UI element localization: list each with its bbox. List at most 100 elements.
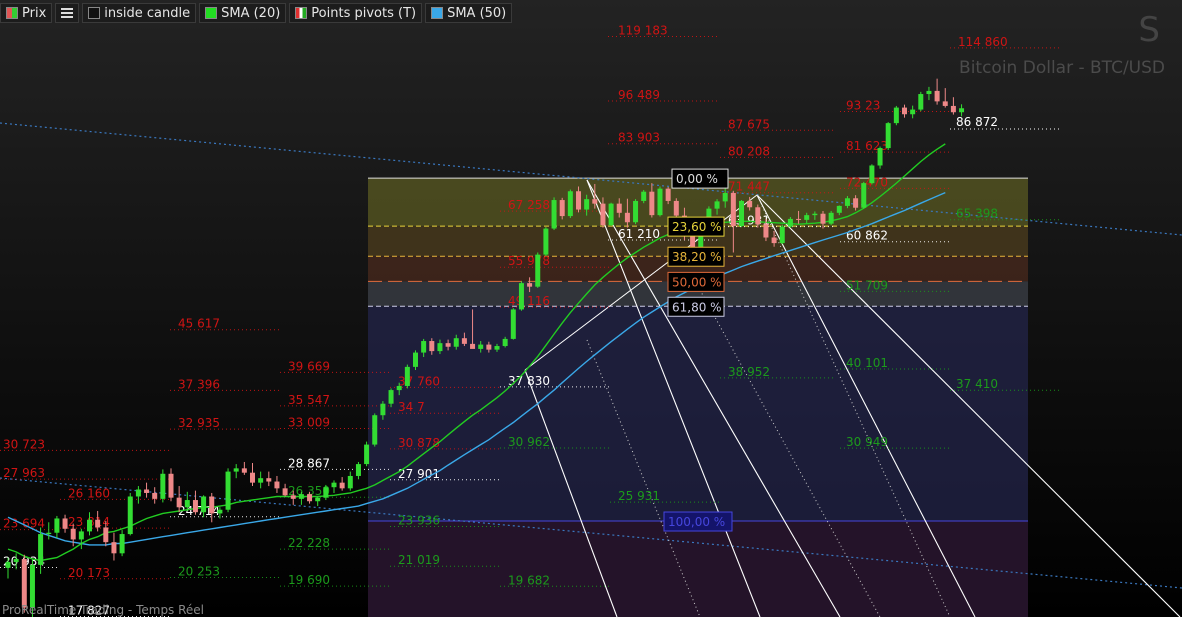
candle-body bbox=[877, 148, 883, 166]
candle-body bbox=[372, 415, 378, 445]
candle bbox=[429, 338, 435, 355]
candle-body bbox=[470, 343, 476, 349]
candle-body bbox=[453, 338, 459, 347]
candle-body bbox=[869, 165, 875, 184]
pivot-label: 17 114 bbox=[398, 616, 440, 617]
legend-price[interactable]: Prix bbox=[0, 3, 53, 23]
pivot-label: 32 935 bbox=[178, 416, 220, 430]
candle-body bbox=[250, 472, 255, 483]
candle bbox=[828, 210, 834, 226]
pivot-label: 34 7 bbox=[398, 400, 425, 414]
candle bbox=[160, 469, 166, 503]
candle bbox=[714, 199, 720, 215]
pivot-label: 28 867 bbox=[288, 456, 330, 470]
candles bbox=[5, 78, 965, 617]
candle-body bbox=[836, 205, 842, 213]
pivot-label: 33 009 bbox=[288, 415, 330, 429]
fib-label-text: 61,80 % bbox=[672, 300, 722, 314]
candle bbox=[747, 196, 753, 211]
candle-body bbox=[355, 464, 361, 476]
candle bbox=[559, 197, 565, 220]
candle-body bbox=[461, 338, 467, 344]
candle bbox=[592, 183, 598, 209]
candle-body bbox=[616, 203, 622, 213]
candle-body bbox=[518, 283, 524, 310]
candle-body bbox=[714, 201, 720, 209]
candle bbox=[111, 532, 117, 561]
candle-body bbox=[608, 203, 614, 226]
candle bbox=[787, 217, 793, 229]
candle-body bbox=[290, 495, 296, 499]
candle bbox=[396, 382, 402, 396]
legend-sma20[interactable]: SMA (20) bbox=[199, 3, 287, 23]
candle bbox=[209, 492, 215, 523]
candle bbox=[567, 189, 573, 218]
candle bbox=[78, 528, 84, 550]
candle bbox=[649, 183, 655, 218]
pivot-label: 26 160 bbox=[68, 486, 110, 500]
candle-body bbox=[902, 107, 907, 115]
list-menu-icon bbox=[61, 6, 74, 20]
pivot-label: 19 690 bbox=[288, 573, 330, 587]
candle-body bbox=[926, 90, 932, 95]
sma20-swatch-icon bbox=[205, 7, 218, 19]
candle bbox=[624, 198, 630, 228]
pivot-label: 96 489 bbox=[618, 88, 660, 102]
pivot-label: 37 760 bbox=[398, 374, 440, 388]
candle-body bbox=[437, 343, 443, 352]
pivot-label: 38 952 bbox=[728, 365, 770, 379]
candle bbox=[95, 510, 101, 532]
candle bbox=[771, 231, 777, 247]
candle-body bbox=[959, 108, 965, 113]
candle-body bbox=[364, 444, 370, 465]
candle-body bbox=[698, 230, 704, 252]
candle-body bbox=[119, 534, 125, 554]
candle-body bbox=[657, 188, 663, 216]
candle-body bbox=[95, 519, 101, 528]
fan-line bbox=[756, 194, 976, 617]
candle-body bbox=[87, 519, 92, 532]
candle bbox=[502, 336, 508, 348]
fib-label: 50,00 % bbox=[667, 271, 725, 292]
legend-pivots[interactable]: Points pivots (T) bbox=[289, 3, 423, 23]
candle bbox=[144, 482, 150, 498]
fib-label-text: 23,60 % bbox=[672, 220, 722, 234]
fib-label-box bbox=[667, 296, 725, 317]
pivot-label: 51 709 bbox=[846, 278, 888, 292]
candle-body bbox=[510, 309, 516, 339]
candle-body bbox=[217, 509, 223, 514]
candle bbox=[844, 196, 850, 209]
candle bbox=[673, 198, 679, 220]
fib-label: 61,80 % bbox=[667, 296, 725, 317]
candle bbox=[192, 490, 198, 515]
legend-sma50[interactable]: SMA (50) bbox=[425, 3, 513, 23]
candle bbox=[453, 334, 459, 350]
candle-body bbox=[934, 90, 940, 102]
candle bbox=[266, 471, 272, 487]
candle-body bbox=[494, 346, 500, 350]
legend-menu[interactable] bbox=[55, 3, 80, 23]
candle-body bbox=[796, 218, 802, 220]
candle-body bbox=[673, 200, 679, 216]
pivot-label: 45 617 bbox=[178, 317, 220, 331]
candle-body bbox=[331, 482, 337, 488]
candle bbox=[315, 496, 321, 507]
candle bbox=[510, 308, 516, 340]
fibonacci-labels[interactable]: 0,00 % 23,60 % 38,20 % 50,00 % 61,80 % 100,00… bbox=[663, 168, 733, 532]
candle-body bbox=[29, 564, 35, 608]
candle bbox=[29, 559, 35, 617]
candle-body bbox=[339, 482, 345, 489]
candle bbox=[307, 491, 313, 504]
legend-inside-candle[interactable]: inside candle bbox=[82, 3, 197, 23]
legend-bar: Prix inside candle SMA (20) Points pivot… bbox=[0, 3, 513, 25]
candle-body bbox=[241, 468, 247, 473]
candle-body bbox=[233, 468, 239, 472]
instrument-name: Bitcoin Dollar - BTC/USD bbox=[959, 58, 1165, 78]
candle bbox=[942, 88, 948, 108]
candle-body bbox=[910, 109, 916, 115]
candle bbox=[527, 277, 533, 293]
candle-body bbox=[771, 237, 777, 244]
candle bbox=[168, 468, 174, 502]
candle bbox=[950, 97, 956, 115]
